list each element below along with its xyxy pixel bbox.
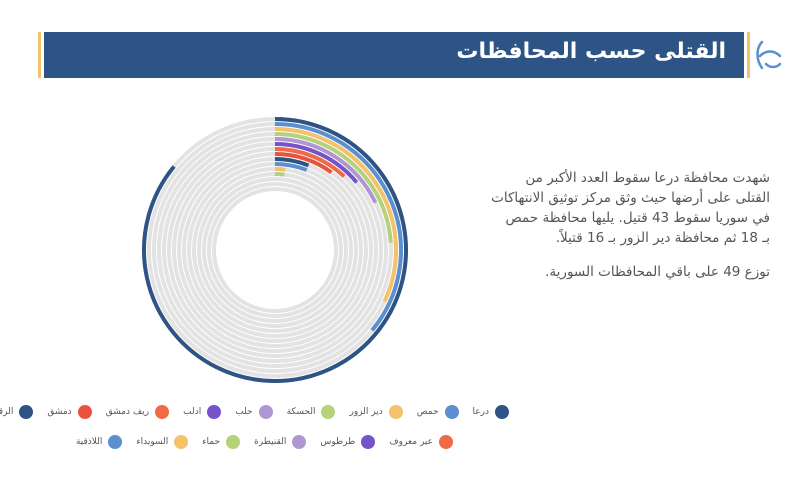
radial-bar-3 <box>274 132 393 243</box>
legend-label: طرطوس <box>320 437 356 447</box>
ring-track <box>212 187 338 313</box>
radial-bar-chart <box>142 117 408 383</box>
legend-swatch <box>19 405 34 419</box>
ring-track <box>202 177 348 323</box>
radial-bar-10 <box>274 167 286 172</box>
radial-bar-4 <box>274 137 378 204</box>
legend-item[interactable]: القنيطرة <box>254 435 307 449</box>
legend-swatch <box>388 405 403 419</box>
radial-bar-8 <box>274 157 310 168</box>
legend-swatch <box>155 405 170 419</box>
legend-label: درعا <box>472 407 489 417</box>
radial-bar-11 <box>274 172 285 177</box>
chart-description: شهدت محافظة درعا سقوط العدد الأكبر من ال… <box>470 168 770 282</box>
brand-logo-icon <box>756 40 782 70</box>
legend-item[interactable]: طرطوس <box>320 435 376 449</box>
legend-item[interactable]: ريف دمشق <box>105 405 170 419</box>
legend-item[interactable]: الحسكة <box>287 405 336 419</box>
ring-track <box>207 182 343 318</box>
radial-bar-5 <box>274 142 359 184</box>
legend-swatch <box>77 405 92 419</box>
legend-swatch <box>207 405 222 419</box>
legend-item[interactable]: السويداء <box>136 435 189 449</box>
legend-item[interactable]: عير معروف <box>389 435 453 449</box>
ring-track <box>192 167 358 333</box>
legend-item[interactable]: اللاذقية <box>75 435 123 449</box>
legend-label: اللاذقية <box>75 437 103 447</box>
ring-track <box>182 157 368 343</box>
legend-item[interactable]: دير الزور <box>349 405 403 419</box>
description-line: القتلى على أرضها حيث وثق مركز توثيق الان… <box>491 190 770 206</box>
radial-bar-9 <box>274 162 308 172</box>
radial-bar-1 <box>274 122 403 332</box>
legend-label: حلب <box>235 407 253 417</box>
header-accent-right <box>747 32 750 78</box>
legend-item[interactable]: حماء <box>202 435 241 449</box>
legend-item[interactable]: درعا <box>473 405 509 419</box>
radial-bar-7 <box>274 152 333 174</box>
legend-item[interactable]: الرقة <box>0 405 34 419</box>
legend-label: دير الزور <box>349 407 383 417</box>
legend-swatch <box>495 405 509 419</box>
legend-item[interactable]: حلب <box>235 405 273 419</box>
legend-label: ادلب <box>183 407 202 417</box>
description-line: بـ 18 ثم محافظة دير الزور بـ 16 قتيلاً. <box>555 230 770 246</box>
legend-swatch <box>439 435 453 449</box>
legend-label: عير معروف <box>389 437 433 447</box>
legend-label: السويداء <box>136 437 169 447</box>
legend-swatch <box>444 405 459 419</box>
description-paragraph: توزع 49 على باقي المحافظات السورية. <box>545 264 770 280</box>
legend-label: القنيطرة <box>254 437 287 447</box>
legend-item[interactable]: ادلب <box>183 405 222 419</box>
ring-track <box>197 172 353 328</box>
legend-swatch <box>292 435 307 449</box>
legend-item[interactable]: حمص <box>417 405 459 419</box>
legend-swatch <box>258 405 273 419</box>
legend-label: حماء <box>202 437 221 447</box>
legend-label: الحسكة <box>286 407 316 417</box>
page-title: القتلى حسب المحافظات <box>456 39 726 64</box>
radial-bar-0 <box>142 117 408 383</box>
legend-swatch <box>361 435 376 449</box>
description-line: في سوريا سقوط 43 قتيل. يليها محافظة حمص <box>505 210 770 226</box>
legend-label: ريف دمشق <box>105 407 150 417</box>
legend-swatch <box>174 435 189 449</box>
chart-legend-row: درعا حمص دير الزور الحسكة حلب ادلب ريف دمشق دمش… <box>0 405 509 419</box>
description-line: شهدت محافظة درعا سقوط العدد الأكبر من <box>525 170 770 186</box>
legend-label: حمص <box>416 407 439 417</box>
legend-swatch <box>108 435 123 449</box>
legend-swatch <box>226 435 241 449</box>
legend-label: دمشق <box>47 407 72 417</box>
legend-swatch <box>321 405 336 419</box>
radial-bar-6 <box>274 147 346 178</box>
legend-label: الرقة <box>0 407 14 417</box>
header-bar: القتلى حسب المحافظات <box>44 32 744 78</box>
legend-item[interactable]: دمشق <box>47 405 92 419</box>
chart-legend-row: عير معروف طرطوس القنيطرة حماء السويداء اللاذق… <box>62 435 453 449</box>
header-accent-left <box>38 32 41 78</box>
radial-bar-2 <box>274 127 398 303</box>
